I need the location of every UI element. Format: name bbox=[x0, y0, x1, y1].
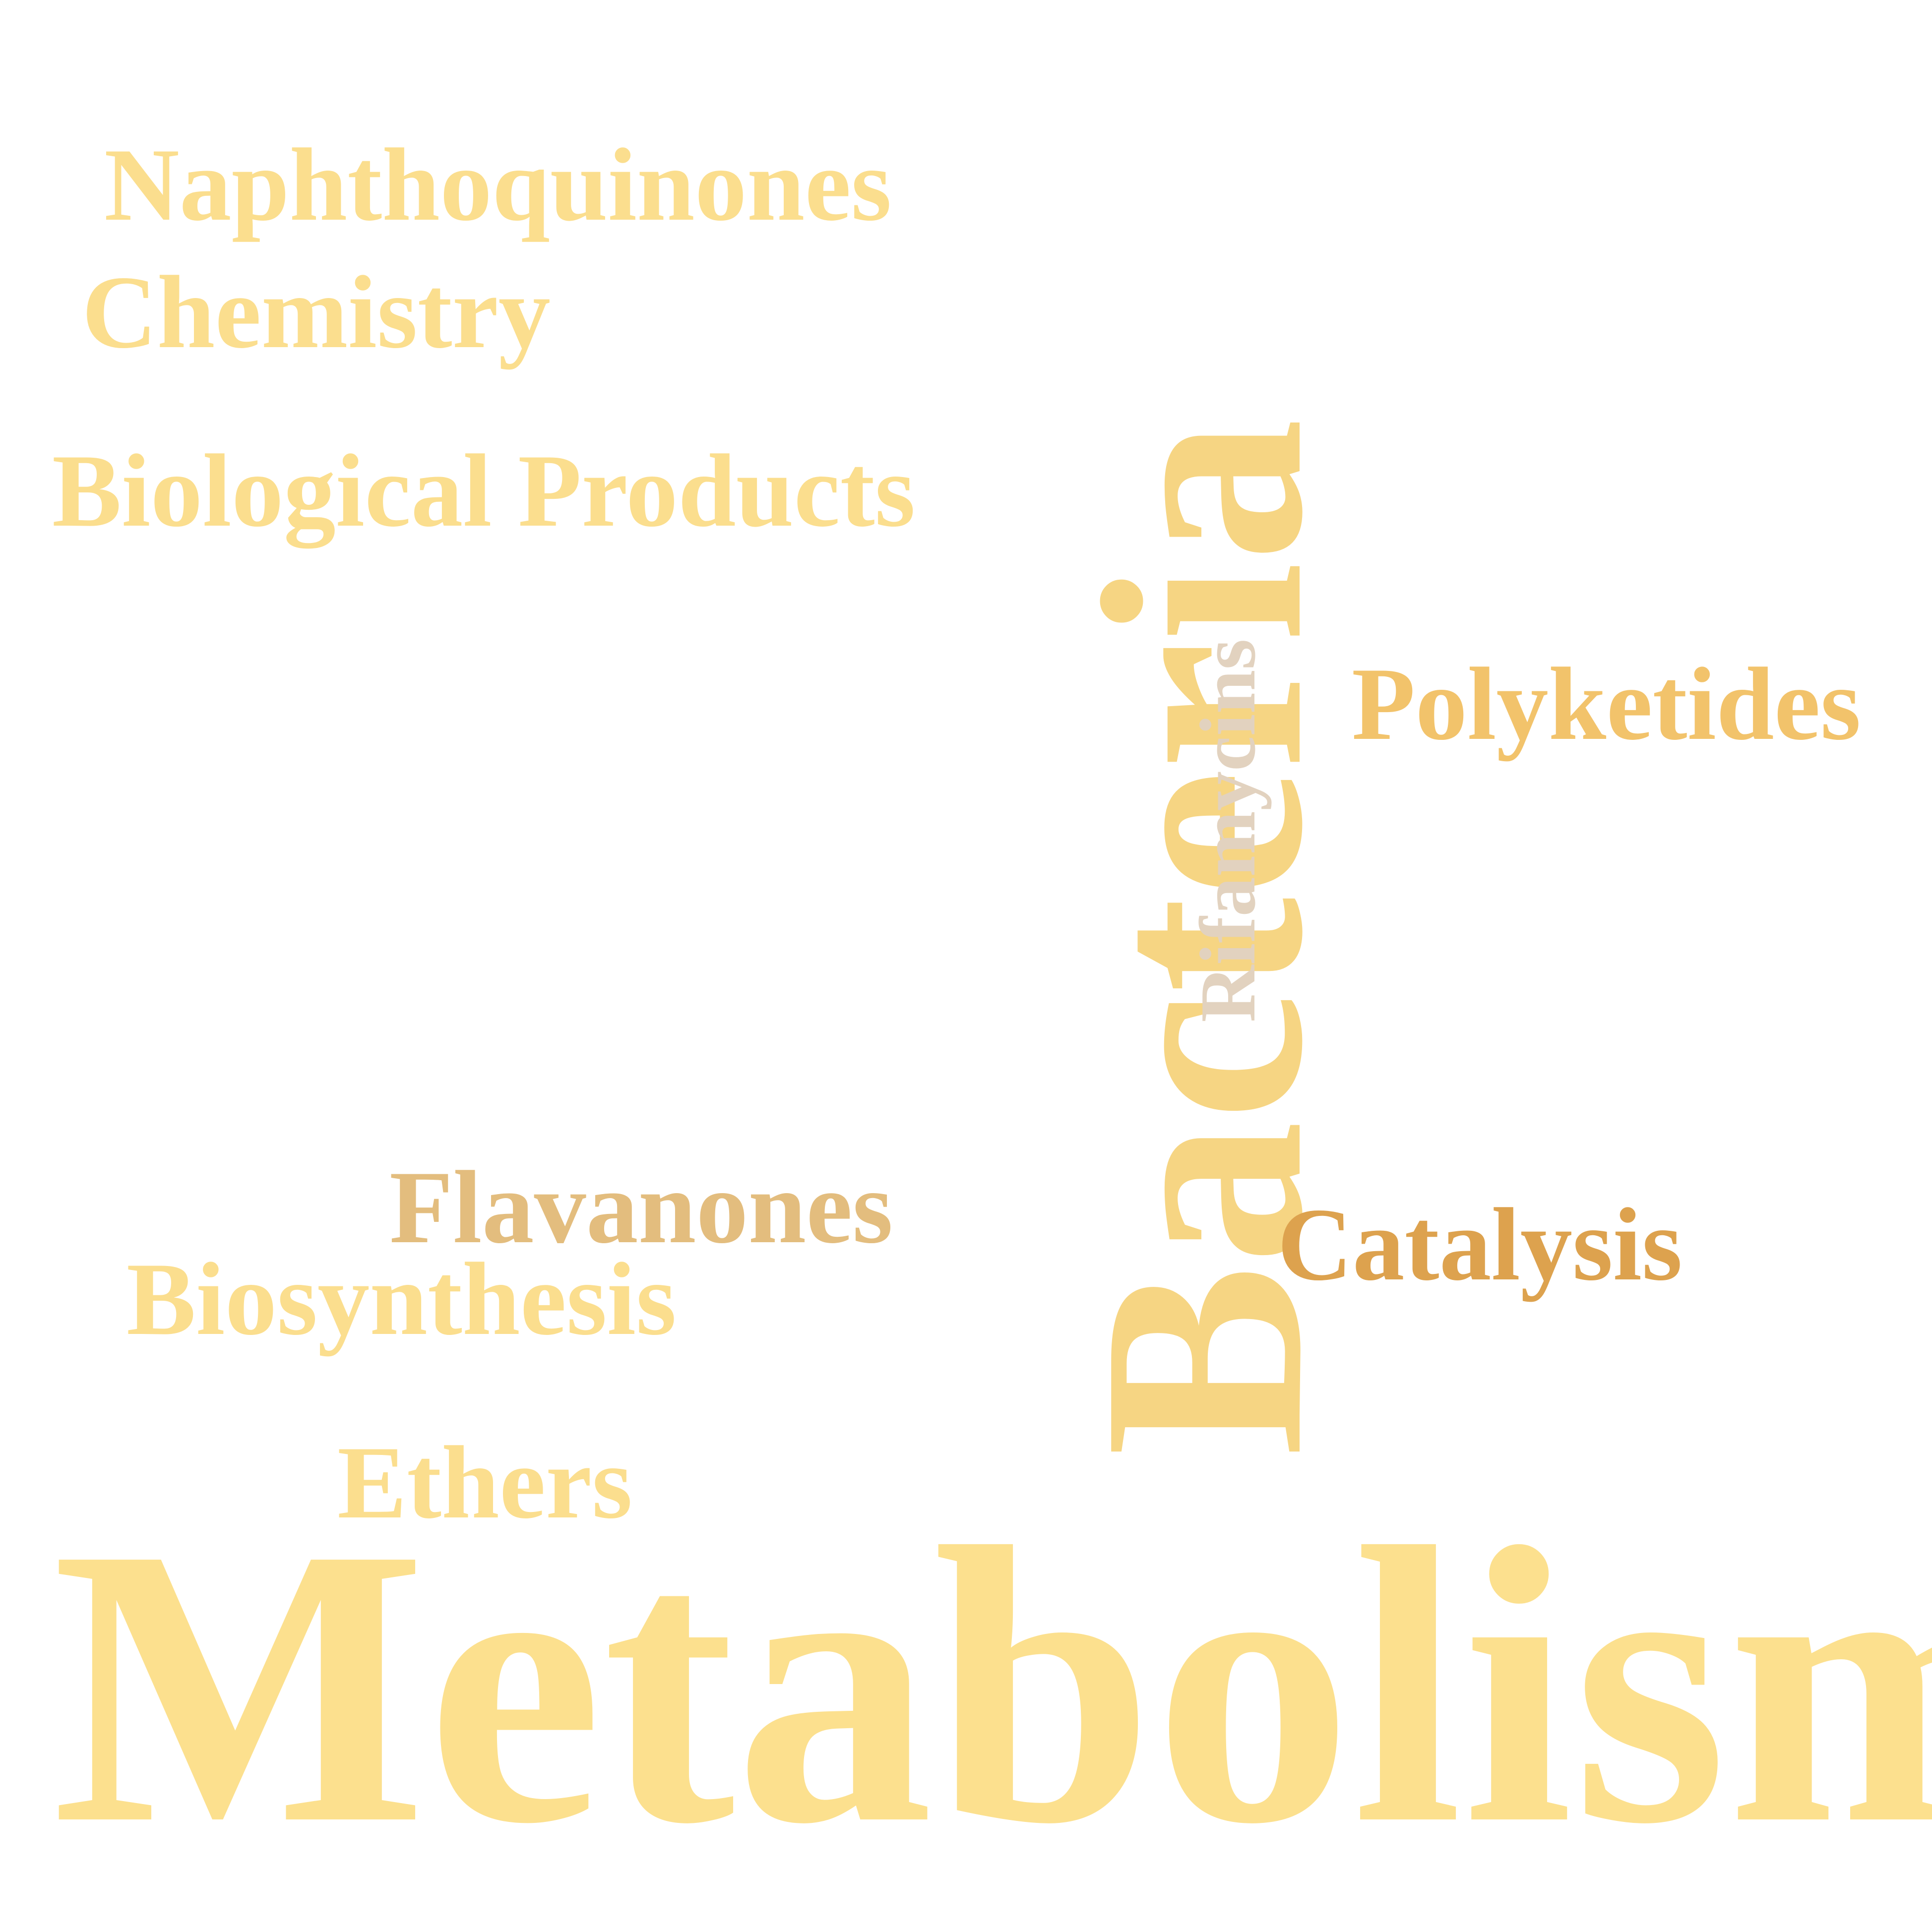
word-biological-products: Biological Products bbox=[52, 433, 916, 548]
word-ethers: Ethers bbox=[337, 1425, 632, 1540]
word-catalysis: Catalysis bbox=[1277, 1187, 1683, 1302]
word-chemistry: Chemistry bbox=[82, 255, 551, 370]
word-rifamycins: Rifamycins bbox=[1184, 639, 1272, 1023]
word-biosynthesis: Biosynthesis bbox=[126, 1242, 677, 1357]
word-metabolism: Metabolism bbox=[52, 1466, 1932, 1906]
word-flavanones: Flavanones bbox=[389, 1150, 893, 1265]
word-naphthoquinones: Naphthoquinones bbox=[104, 127, 892, 242]
word-polyketides: Polyketides bbox=[1352, 647, 1861, 762]
